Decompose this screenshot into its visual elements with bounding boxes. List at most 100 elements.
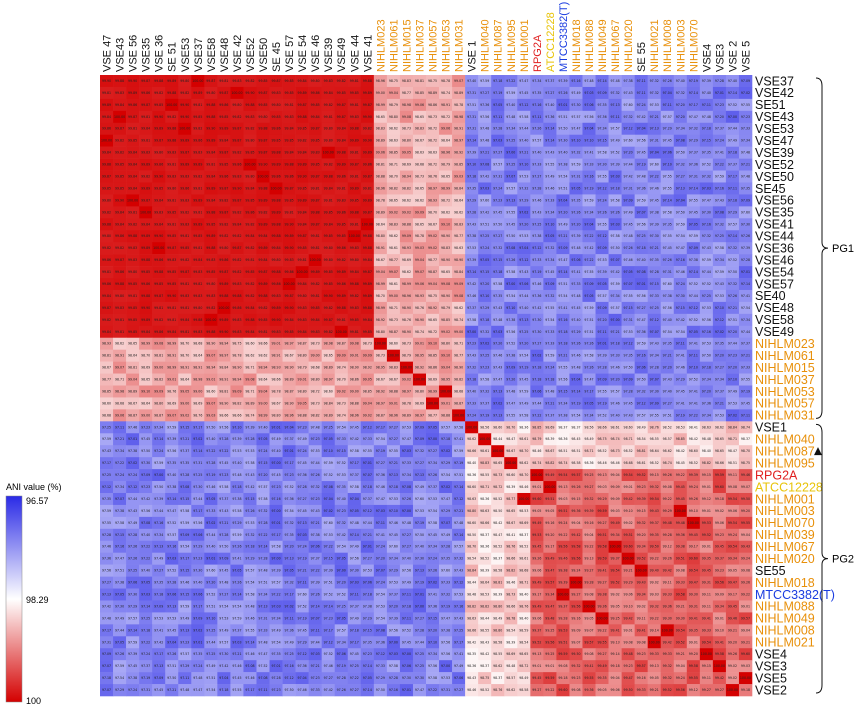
cell-value-label: 97.11	[741, 413, 750, 417]
cell-value-label: 97.05	[115, 640, 124, 644]
cell-value-label: 98.76	[650, 425, 659, 429]
cell-value-label: 97.33	[741, 366, 750, 370]
cell-value-label: 97.05	[337, 557, 346, 561]
cell-value-label: 98.40	[519, 592, 528, 596]
cell-value-label: 99.85	[285, 139, 294, 143]
heatmap-cell	[334, 182, 349, 195]
cell-value-label: 98.60	[467, 521, 476, 525]
cell-value-label: 98.67	[545, 449, 554, 453]
cell-value-label: 97.24	[637, 103, 646, 107]
cell-value-label: 97.15	[180, 569, 189, 573]
cell-value-label: 97.06	[193, 592, 202, 596]
cell-value-label: 97.09	[219, 557, 228, 561]
cell-value-label: 97.51	[115, 569, 124, 573]
heatmap-cell	[686, 146, 701, 159]
cell-value-label: 99.86	[285, 270, 294, 274]
cell-value-label: 99.88	[206, 210, 215, 214]
cell-value-label: 99.83	[193, 330, 202, 334]
cell-value-label: 98.97	[219, 354, 228, 358]
cell-value-label: 97.28	[128, 533, 137, 537]
heatmap-cell	[204, 122, 218, 136]
cell-value-label: 97.59	[232, 533, 241, 537]
cell-value-label: 99.48	[545, 616, 554, 620]
cell-value-label: 100.00	[544, 485, 555, 489]
cell-value-label: 97.32	[454, 557, 463, 561]
cell-value-label: 97.19	[415, 521, 424, 525]
heatmap-cell	[256, 86, 270, 100]
heatmap-cell	[334, 110, 349, 124]
heatmap-cell	[621, 158, 635, 171]
cell-value-label: 99.84	[102, 330, 111, 334]
cell-value-label: 98.64	[454, 198, 463, 202]
cell-value-label: 97.43	[467, 354, 476, 358]
cell-value-label: 99.49	[532, 521, 541, 525]
cell-value-label: 99.54	[728, 521, 737, 525]
cell-value-label: 97.49	[115, 616, 124, 620]
cell-value-label: 97.22	[715, 163, 724, 167]
cell-value-label: 97.54	[663, 330, 672, 334]
cell-value-label: 97.53	[363, 569, 372, 573]
heatmap-cell	[347, 194, 362, 207]
cell-value-label: 97.18	[467, 378, 476, 382]
cell-value-label: 97.37	[689, 151, 698, 155]
cell-value-label: 97.33	[584, 163, 593, 167]
cell-value-label: 97.05	[584, 294, 593, 298]
cell-value-label: 98.96	[402, 294, 411, 298]
heatmap-cell	[543, 86, 557, 100]
cell-value-label: 98.80	[415, 389, 424, 393]
cell-value-label: 97.06	[193, 533, 202, 537]
cell-value-label: 97.08	[402, 485, 411, 489]
cell-value-label: 99.88	[141, 294, 150, 298]
cell-value-label: 99.49	[545, 473, 554, 477]
cell-value-label: 99.10	[141, 389, 150, 393]
heatmap-cell	[308, 122, 322, 136]
cell-value-label: 97.18	[532, 366, 541, 370]
cell-value-label: 97.59	[637, 198, 646, 202]
heatmap-cell	[126, 206, 140, 219]
cell-value-label: 97.53	[715, 294, 724, 298]
cell-value-label: 97.03	[376, 509, 385, 513]
cell-value-label: 99.85	[154, 282, 163, 286]
heatmap-cell	[373, 122, 388, 136]
heatmap-cell	[478, 182, 492, 195]
cell-value-label: 100.00	[518, 497, 529, 501]
heatmap-cell	[530, 146, 544, 159]
cell-value-label: 97.17	[102, 461, 111, 465]
heatmap-cell	[569, 158, 583, 171]
cell-value-label: 99.85	[350, 198, 359, 202]
cell-value-label: 97.18	[141, 628, 150, 632]
cell-value-label: 97.03	[611, 175, 620, 179]
cell-value-label: 97.48	[741, 151, 750, 155]
cell-value-label: 99.11	[663, 581, 672, 585]
cell-value-label: 97.34	[115, 449, 124, 453]
cell-value-label: 97.42	[141, 497, 150, 501]
cell-value-label: 99.88	[167, 91, 176, 95]
heatmap-cell	[491, 146, 505, 159]
cell-value-label: 97.24	[376, 545, 385, 549]
heatmap-cell	[660, 86, 675, 100]
cell-value-label: 99.01	[415, 342, 424, 346]
heatmap-cell	[308, 98, 322, 112]
cell-value-label: 99.38	[597, 592, 606, 596]
cell-value-label: 97.01	[597, 342, 606, 346]
heatmap-cell	[178, 206, 192, 219]
cell-value-label: 98.71	[389, 306, 398, 310]
cell-value-label: 97.57	[728, 222, 737, 226]
cell-value-label: 98.74	[415, 330, 424, 334]
cell-value-label: 97.36	[285, 628, 294, 632]
cell-value-label: 98.63	[428, 151, 437, 155]
cell-value-label: 97.51	[206, 604, 215, 608]
cell-value-label: 97.52	[337, 592, 346, 596]
cell-value-label: 97.40	[702, 91, 711, 95]
cell-value-label: 98.64	[141, 401, 150, 405]
cell-value-label: 98.90	[219, 401, 228, 405]
cell-value-label: 97.40	[258, 425, 267, 429]
cell-value-label: 97.02	[193, 628, 202, 632]
cell-value-label: 100.00	[662, 628, 673, 632]
cell-value-label: 99.28	[558, 616, 567, 620]
cell-value-label: 99.45	[728, 604, 737, 608]
cell-value-label: 99.86	[271, 127, 280, 131]
cell-value-label: 98.75	[428, 294, 437, 298]
cell-value-label: 97.24	[298, 449, 307, 453]
cell-value-label: 99.05	[180, 389, 189, 393]
